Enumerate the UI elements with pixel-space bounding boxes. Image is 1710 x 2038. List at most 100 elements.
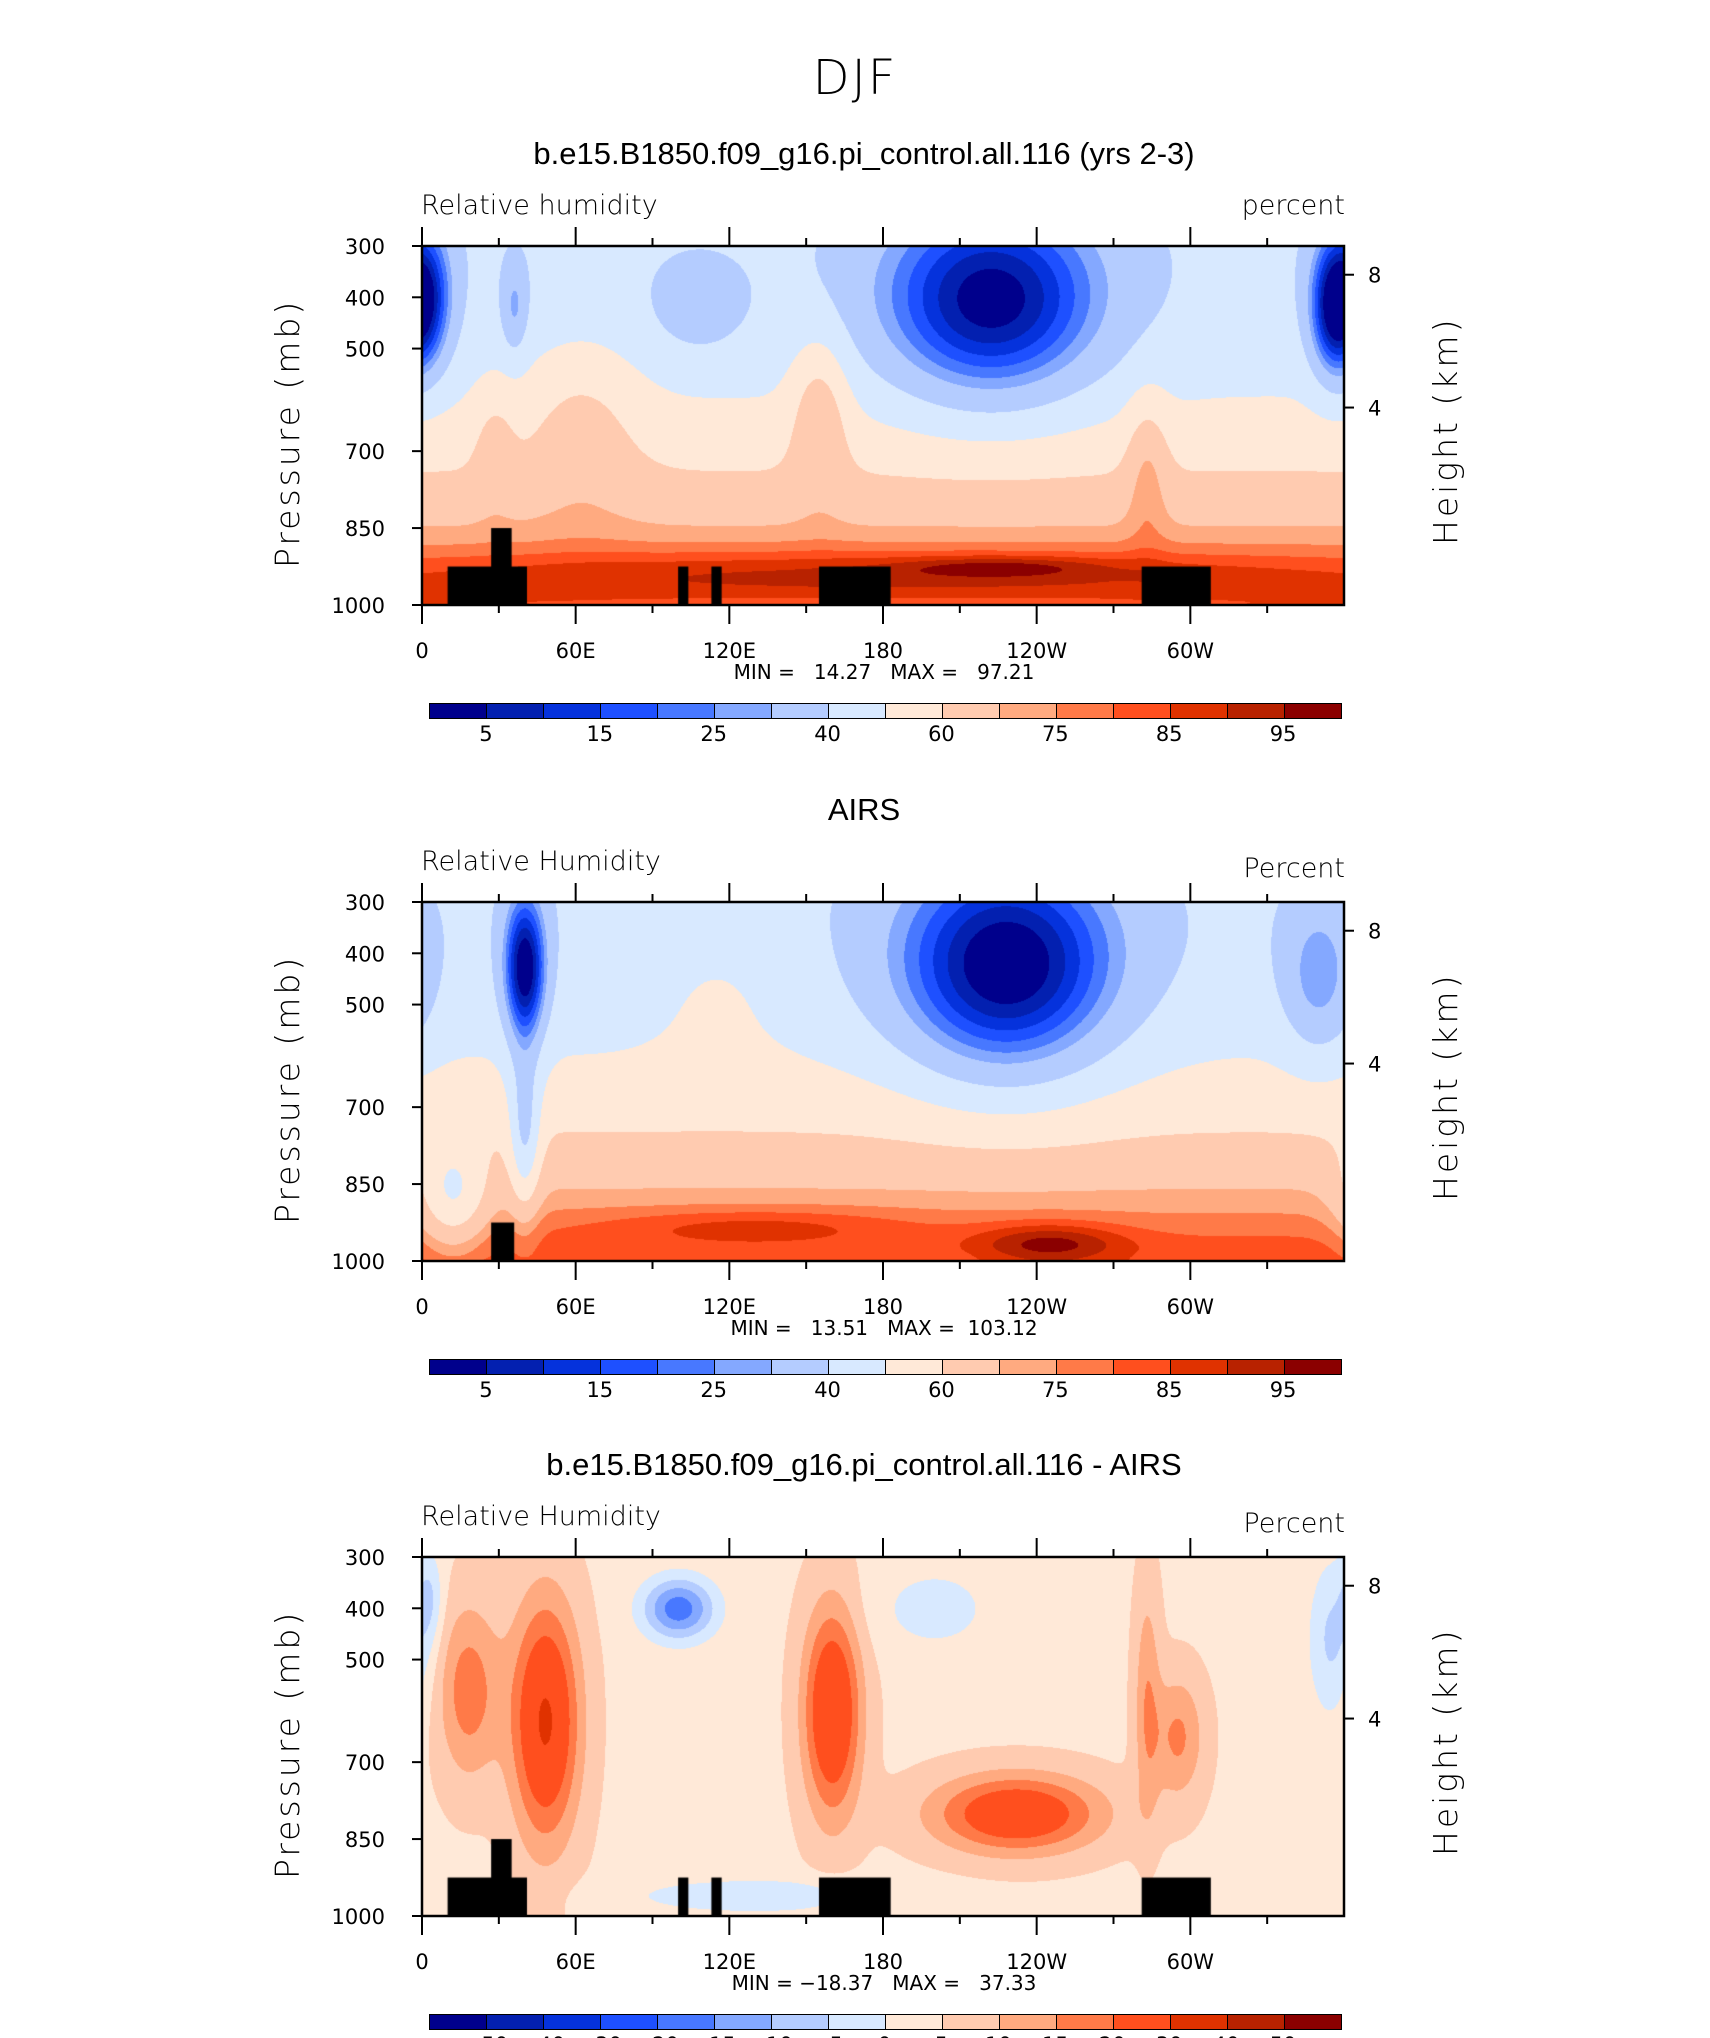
x-tick-label: 120W xyxy=(1006,639,1067,663)
y-tick-label-right: 4 xyxy=(1368,1708,1381,1732)
colorbar-label: 15 xyxy=(586,1378,614,1402)
min-max-label: MIN = −18.37 MAX = 37.33 xyxy=(0,1971,1710,1995)
panel-1: b.e15.B1850.f09_g16.pi_control.all.116 (… xyxy=(0,0,1710,746)
colorbar-box xyxy=(430,2015,487,2029)
colorbar-box xyxy=(1057,2015,1114,2029)
x-tick-label: 0 xyxy=(415,1950,428,1974)
colorbar-box xyxy=(658,2015,715,2029)
colorbar-label: 50 xyxy=(1270,2033,1297,2038)
left-string: Relative humidity xyxy=(421,190,658,221)
y-axis-label-right: Height (km) xyxy=(1426,1627,1465,1856)
colorbar-box xyxy=(430,1360,487,1374)
axes: 0 60E 120E 180 120W 60W 300 400 500 700 850 1000 8 4 xyxy=(332,227,1381,663)
x-tick-label: 180 xyxy=(863,1295,903,1319)
colorbar-label: −50 xyxy=(464,2033,508,2038)
colorbar-box xyxy=(886,2015,943,2029)
contour-field xyxy=(422,1557,1344,1916)
colorbar-box xyxy=(544,2015,601,2029)
colorbar-box xyxy=(1000,1360,1057,1374)
x-tick-label: 120E xyxy=(703,1950,756,1974)
colorbar-box xyxy=(1000,2015,1057,2029)
colorbar-label: 5 xyxy=(479,1378,493,1402)
colorbar-label: 0 xyxy=(878,2033,891,2038)
colorbar-label: 75 xyxy=(1041,1378,1069,1402)
colorbar-label: 5 xyxy=(935,2033,948,2038)
y-tick-label: 1000 xyxy=(332,1905,385,1929)
max-label: MAX = 97.21 xyxy=(890,660,1035,684)
y-tick-label: 500 xyxy=(345,338,385,362)
y-tick-label: 1000 xyxy=(332,594,385,618)
y-tick-label: 300 xyxy=(345,235,385,259)
max-label: MAX = 103.12 xyxy=(887,1316,1038,1340)
colorbar-label: −15 xyxy=(692,2033,736,2038)
colorbar-box xyxy=(1171,704,1228,718)
colorbar-box xyxy=(943,1360,1000,1374)
colorbar-label: 10 xyxy=(985,2033,1012,2038)
min-max-label: MIN = 13.51 MAX = 103.12 xyxy=(0,1316,1710,1340)
min-max-label: MIN = 14.27 MAX = 97.21 xyxy=(0,660,1710,684)
left-string: Relative Humidity xyxy=(421,1501,661,1532)
colorbar-box xyxy=(772,1360,829,1374)
colorbar-label: 40 xyxy=(814,722,841,746)
colorbar-box xyxy=(829,1360,886,1374)
colorbar-label: 20 xyxy=(1099,2033,1126,2038)
x-tick-label: 120E xyxy=(703,639,756,663)
axes: 0 60E 120E 180 120W 60W 300 400 500 700 850 1000 8 4 xyxy=(332,1538,1381,1974)
colorbar-box xyxy=(601,2015,658,2029)
x-tick-label: 60W xyxy=(1167,1950,1215,1974)
colorbar-box xyxy=(1285,1360,1341,1374)
y-tick-label: 300 xyxy=(345,891,385,915)
x-tick-label: 0 xyxy=(415,1295,428,1319)
plot-frame xyxy=(420,900,1346,1263)
x-tick-label: 180 xyxy=(863,639,903,663)
y-axis-label-right: Height (km) xyxy=(1426,316,1465,545)
x-tick-label: 120W xyxy=(1006,1295,1067,1319)
colorbar-label: −20 xyxy=(635,2033,679,2038)
colorbar-box xyxy=(1285,2015,1341,2029)
y-tick-label-right: 4 xyxy=(1368,397,1381,421)
contour-field xyxy=(422,246,1344,605)
colorbar xyxy=(429,2014,1342,2030)
colorbar-label: 25 xyxy=(700,722,728,746)
colorbar-label: 60 xyxy=(928,722,955,746)
colorbar-box xyxy=(715,2015,772,2029)
colorbar xyxy=(429,703,1342,719)
colorbar-box xyxy=(715,1360,772,1374)
panel-title: AIRS xyxy=(827,792,901,827)
x-tick-label: 60E xyxy=(556,639,596,663)
colorbar-box xyxy=(1171,2015,1228,2029)
y-tick-label-right: 8 xyxy=(1368,1575,1381,1599)
y-tick-label: 850 xyxy=(345,1173,385,1197)
colorbar-label: −30 xyxy=(578,2033,622,2038)
colorbar-box xyxy=(1114,2015,1171,2029)
y-tick-label: 850 xyxy=(345,517,385,541)
y-axis-label-right: Height (km) xyxy=(1426,972,1465,1201)
max-label: MAX = 37.33 xyxy=(892,1971,1037,1995)
colorbar-box xyxy=(886,704,943,718)
y-tick-label: 400 xyxy=(345,286,385,310)
y-tick-label: 850 xyxy=(345,1828,385,1852)
colorbar-box xyxy=(829,2015,886,2029)
colorbar-label: −5 xyxy=(812,2033,843,2038)
colorbar-label: 5 xyxy=(479,722,493,746)
y-tick-label: 400 xyxy=(345,942,385,966)
axes: 0 60E 120E 180 120W 60W 300 400 500 700 850 1000 8 4 xyxy=(332,883,1381,1319)
x-tick-label: 60E xyxy=(556,1295,596,1319)
colorbar-box xyxy=(1228,1360,1285,1374)
x-tick-label: 60E xyxy=(556,1950,596,1974)
colorbar-label: 95 xyxy=(1269,722,1297,746)
y-tick-label: 300 xyxy=(345,1546,385,1570)
panel-2: AIRS Relative Humidity Percent 0 60E 120E 1… xyxy=(0,656,1710,1402)
x-tick-label: 120E xyxy=(703,1295,756,1319)
x-tick-label: 60W xyxy=(1167,1295,1215,1319)
y-axis-label: Pressure (mb) xyxy=(268,1609,307,1879)
plot-frame xyxy=(420,1555,1346,1918)
figure-title: DJF xyxy=(812,50,898,106)
colorbar-label: −40 xyxy=(521,2033,565,2038)
y-tick-label: 400 xyxy=(345,1597,385,1621)
colorbar-label: 15 xyxy=(1042,2033,1069,2038)
units-string: percent xyxy=(1241,190,1345,221)
colorbar-label: 15 xyxy=(586,722,614,746)
colorbar-box xyxy=(487,2015,544,2029)
